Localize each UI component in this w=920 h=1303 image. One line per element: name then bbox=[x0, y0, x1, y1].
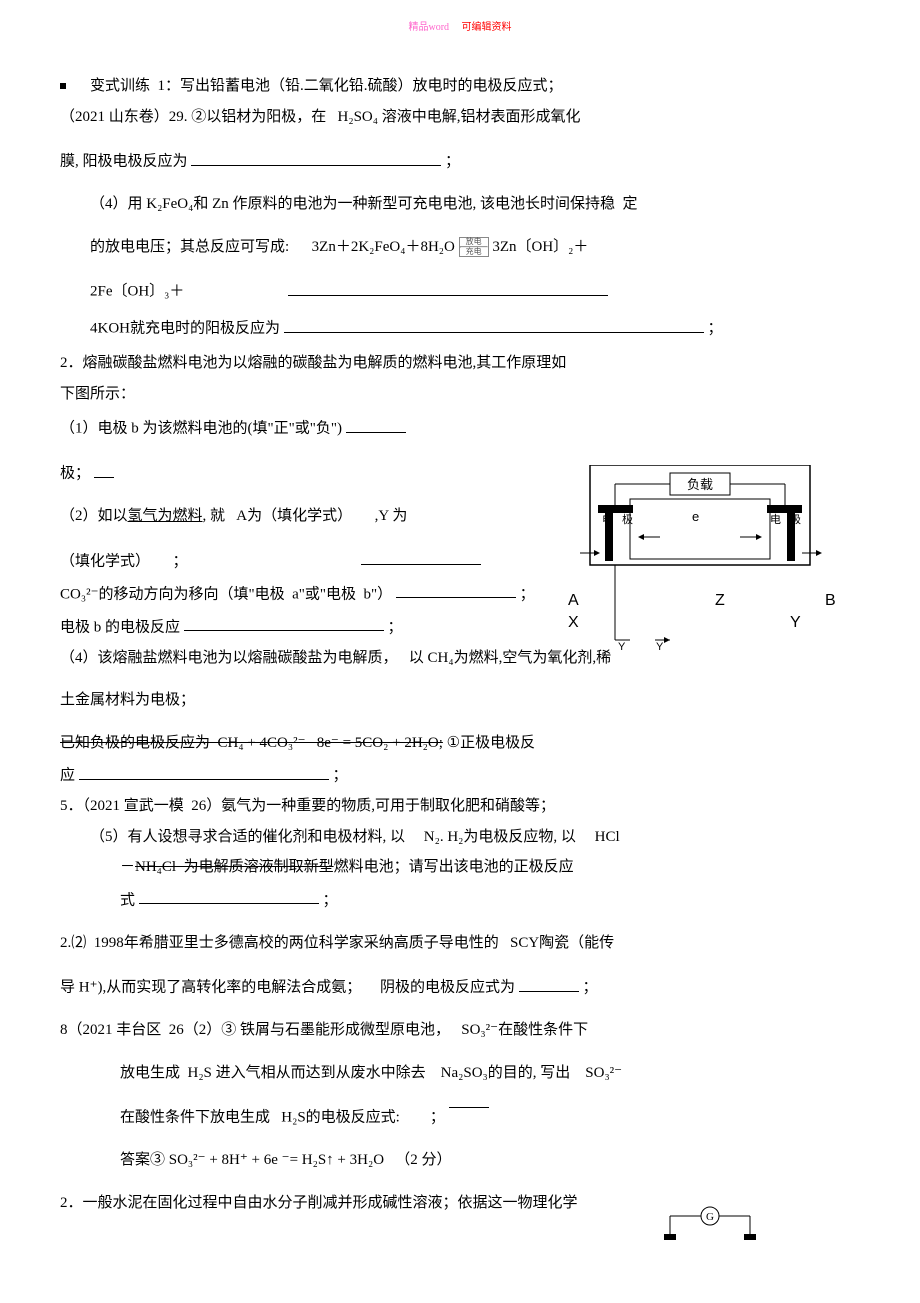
blank bbox=[79, 762, 329, 780]
svg-text:Y: Y bbox=[656, 641, 664, 653]
p7d: 答案③ SO₃²⁻ + 8H⁺ + 6e ⁻= H₂S↑ + 3H₂O （2 分… bbox=[60, 1149, 860, 1172]
p1-text: 变式训练 1：写出铅蓄电池（铅.二氧化铅.硫酸）放电时的电极反应式； bbox=[90, 78, 563, 94]
p1: 变式训练 1：写出铅蓄电池（铅.二氧化铅.硫酸）放电时的电极反应式； bbox=[60, 75, 860, 98]
header-right: 可编辑资料 bbox=[462, 22, 512, 33]
p6b: 导 H⁺),从而实现了高转化率的电解法合成氨； 阴极的电极反应式为 ； bbox=[60, 974, 860, 999]
p7b: 放电生成 H₂S 进入气相从而达到从废水中除去 Na₂SO₃的目的, 写出 SO… bbox=[60, 1062, 860, 1085]
blank bbox=[284, 315, 704, 333]
p4n: 应 ； bbox=[60, 762, 860, 787]
electrode-left-label: 电 bbox=[602, 513, 613, 526]
p2b: 膜, 阳极电极反应为 ； bbox=[60, 148, 860, 173]
bullet-dot bbox=[60, 83, 66, 89]
p2a: （2021 山东卷）29. ②以铝材为阳极，在 H₂SO₄ 溶液中电解,铝材表面… bbox=[60, 106, 860, 129]
p4b: 下图所示： bbox=[60, 383, 860, 406]
blank bbox=[519, 974, 579, 992]
blank bbox=[288, 278, 608, 296]
diagram-e: e bbox=[692, 509, 699, 524]
p7c: 在酸性条件下放电生成 H₂S的电极反应式: ； bbox=[60, 1104, 860, 1129]
diagram-A: A bbox=[568, 592, 579, 609]
p4l: 土金属材料为电极； bbox=[60, 689, 860, 712]
header-left: 精品word bbox=[408, 22, 449, 33]
diagram-X: X bbox=[568, 614, 579, 631]
p5c: －NH₄Cl 为电解质溶液制取新型燃料电池；请写出该电池的正极反应 bbox=[60, 856, 860, 879]
p3e: 4KOH就充电时的阳极反应为 ； bbox=[60, 315, 860, 340]
blank bbox=[184, 614, 384, 632]
p4c: （1）电极 b 为该燃料电池的(填"正"或"负") bbox=[60, 415, 860, 440]
blank bbox=[449, 1090, 489, 1108]
svg-text:G: G bbox=[706, 1211, 714, 1223]
p5b: （5）有人设想寻求合适的催化剂和电极材料, 以 N₂. H₂为电极反应物, 以 … bbox=[60, 826, 860, 849]
blank bbox=[94, 460, 114, 478]
p4m: 已知负极的电极反应为 CH₄ + 4CO₃²⁻ 8e⁻ = 5CO₂ + 2H₂… bbox=[60, 732, 860, 755]
svg-text:极: 极 bbox=[790, 512, 801, 526]
p3a: （4）用 K₂FeO₄和 Zn 作原料的电池为一种新型可充电电池, 该电池长时间… bbox=[60, 193, 860, 216]
p5d: 式 ； bbox=[60, 887, 860, 912]
diagram-Z: Z bbox=[715, 592, 725, 609]
blank bbox=[346, 415, 406, 433]
p3d: 2Fe〔OH〕₃＋ bbox=[60, 278, 860, 303]
blank bbox=[139, 887, 319, 905]
diagram-B: B bbox=[825, 592, 836, 609]
electrode-right-label: 电 bbox=[770, 513, 781, 526]
blank bbox=[191, 148, 441, 166]
svg-text:极: 极 bbox=[622, 512, 633, 526]
p3b: 的放电电压；其总反应可写成: 3Zn＋2K₂FeO₄＋8H₂O 放电充电 3Zn… bbox=[60, 236, 860, 259]
diagram-load: 负载 bbox=[687, 477, 713, 492]
reaction-arrow-icon: 放电充电 bbox=[459, 237, 489, 257]
p7a: 8（2021 丰台区 26（2）③ 铁屑与石墨能形成微型原电池， SO₃²⁻在酸… bbox=[60, 1019, 860, 1042]
svg-text:Y: Y bbox=[618, 641, 626, 653]
p4a: 2．熔融碳酸盐燃料电池为以熔融的碳酸盐为电解质的燃料电池,其工作原理如 bbox=[60, 352, 860, 375]
bottom-circuit-fragment: G bbox=[650, 1204, 770, 1244]
doc-header: 精品word 可编辑资料 bbox=[60, 20, 860, 35]
p6a: 2.⑵ 1998年希腊亚里士多德高校的两位科学家采纳高质子导电性的 SCY陶瓷（… bbox=[60, 932, 860, 955]
blank bbox=[361, 548, 481, 566]
blank bbox=[396, 581, 516, 599]
p5a: 5．（2021 宣武一模 26）氨气为一种重要的物质,可用于制取化肥和硝酸等； bbox=[60, 795, 860, 818]
diagram-Y: Y bbox=[790, 614, 801, 631]
fuel-cell-diagram: 负载 电 极 电 极 e bbox=[560, 465, 840, 675]
